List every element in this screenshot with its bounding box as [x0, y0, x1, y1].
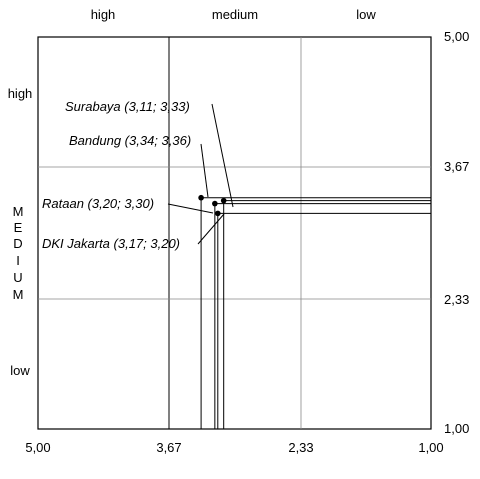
leader-jakarta: [197, 213, 225, 245]
y-tick-label-4: 5,00: [444, 29, 469, 44]
x-tick-label-2: 3,67: [156, 440, 181, 455]
x-tick-label-3: 2,33: [288, 440, 313, 455]
leader-bandung: [200, 143, 209, 198]
y-medium-letter-5: U: [13, 270, 22, 285]
plot-frame: [37, 36, 432, 430]
point-bandung: [198, 194, 204, 201]
y-medium-letter-4: I: [16, 253, 20, 268]
y-medium-letter-2: E: [14, 220, 23, 235]
x-tick-label-4: 1,00: [418, 440, 443, 455]
point-surabaya: [220, 197, 227, 204]
y-tick-label-2: 2,33: [444, 292, 469, 307]
y-tick-label-3: 3,67: [444, 159, 469, 174]
y-tick-label-1: 1,00: [444, 421, 469, 436]
point-label-jakarta: DKI Jakarta (3,17; 3,20): [42, 236, 180, 251]
point-label-bandung: Bandung (3,34; 3,36): [69, 133, 191, 148]
x-level-high: high: [91, 7, 116, 22]
point-rataan: [212, 200, 218, 207]
x-level-medium: medium: [212, 7, 258, 22]
y-level-low: low: [10, 363, 30, 378]
leader-surabaya: [211, 103, 234, 208]
y-medium-letter-3: D: [13, 236, 22, 251]
x-tick-label-1: 5,00: [25, 440, 50, 455]
point-label-surabaya: Surabaya (3,11; 3,33): [65, 99, 190, 114]
point-label-rataan: Rataan (3,20; 3,30): [42, 196, 154, 211]
y-level-high: high: [8, 86, 33, 101]
y-medium-letter-6: M: [13, 287, 24, 302]
y-medium-letter-1: M: [13, 204, 24, 219]
leader-rataan: [167, 203, 214, 214]
point-dki-jakarta: [214, 210, 221, 217]
x-level-low: low: [356, 7, 376, 22]
